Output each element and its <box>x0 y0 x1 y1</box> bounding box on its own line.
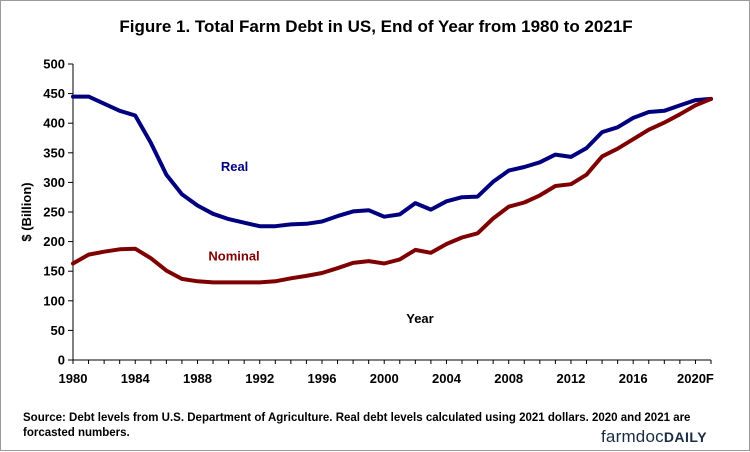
x-tick-label: 2004 <box>432 371 462 386</box>
y-tick-label: 50 <box>51 323 65 338</box>
y-tick-label: 450 <box>43 86 65 101</box>
y-tick-label: 0 <box>58 353 65 368</box>
x-tick-label: 1984 <box>121 371 151 386</box>
chart-title: Figure 1. Total Farm Debt in US, End of … <box>119 17 633 36</box>
series-label-real: Real <box>221 159 248 174</box>
y-axis-title: $ (Billion) <box>19 182 34 241</box>
x-tick-label: 2020F <box>677 371 714 386</box>
x-tick-label: 2012 <box>556 371 585 386</box>
y-tick-label: 250 <box>43 205 65 220</box>
x-tick-label: 1996 <box>308 371 337 386</box>
brand-part-2: DAILY <box>663 429 708 445</box>
y-tick-label: 300 <box>43 175 65 190</box>
x-tick-label: 2008 <box>494 371 523 386</box>
series-label-nominal: Nominal <box>208 248 259 263</box>
source-note: Source: Debt levels from U.S. Department… <box>23 412 691 439</box>
y-tick-label: 400 <box>43 116 65 131</box>
series-line-real <box>71 94 713 229</box>
x-tick-label: 1980 <box>59 371 88 386</box>
x-axis-title: Year <box>406 311 433 326</box>
y-tick-label: 200 <box>43 234 65 249</box>
brand-part-1: farmdoc <box>601 427 664 446</box>
series-line-nominal <box>71 96 713 285</box>
y-tick-label: 500 <box>43 57 65 72</box>
y-tick-label: 100 <box>43 293 65 308</box>
y-tick-label: 350 <box>43 145 65 160</box>
y-tick-label: 150 <box>43 264 65 279</box>
x-tick-label: 2000 <box>370 371 399 386</box>
farmdoc-daily-logo: farmdocDAILY <box>601 427 741 447</box>
x-tick-label: 2016 <box>619 371 648 386</box>
x-tick-label: 1992 <box>245 371 274 386</box>
x-tick-label: 1988 <box>183 371 212 386</box>
